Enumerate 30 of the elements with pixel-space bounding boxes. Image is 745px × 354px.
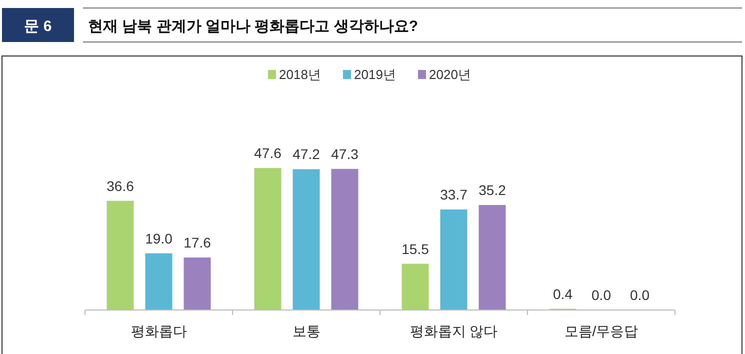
chart-title: 현재 남북 관계가 얼마나 평화롭다고 생각하나요? xyxy=(88,18,418,35)
data-label: 0.4 xyxy=(553,286,573,302)
data-label: 33.7 xyxy=(440,186,468,202)
legend-label: 2019년 xyxy=(354,67,396,82)
data-label: 19.0 xyxy=(145,230,173,246)
bar xyxy=(402,264,429,310)
data-label: 35.2 xyxy=(478,182,506,198)
x-tick-label: 평화롭다 xyxy=(130,323,187,339)
data-label: 47.6 xyxy=(254,145,282,161)
x-tick-label: 모름/무응답 xyxy=(564,323,638,339)
bar xyxy=(440,209,468,310)
bar xyxy=(106,200,134,310)
x-tick-label: 보통 xyxy=(292,323,320,339)
bar xyxy=(254,168,282,310)
text: 문 6 xyxy=(24,18,52,35)
data-label: 15.5 xyxy=(402,240,430,257)
x-tick-label: 평화롭지 않다 xyxy=(410,323,498,339)
data-label: 0.0 xyxy=(630,287,650,303)
bar xyxy=(292,169,320,310)
bar xyxy=(331,168,358,310)
bar xyxy=(145,253,172,310)
data-label: 0.0 xyxy=(592,287,612,303)
legend-label: 2020년 xyxy=(429,67,471,82)
bar xyxy=(478,204,506,310)
legend-label: 2018년 xyxy=(279,67,321,82)
data-label: 17.6 xyxy=(184,234,212,250)
data-label: 47.2 xyxy=(292,146,320,162)
data-label: 36.6 xyxy=(106,178,134,194)
data-label: 47.3 xyxy=(331,146,359,162)
bar xyxy=(184,257,211,310)
